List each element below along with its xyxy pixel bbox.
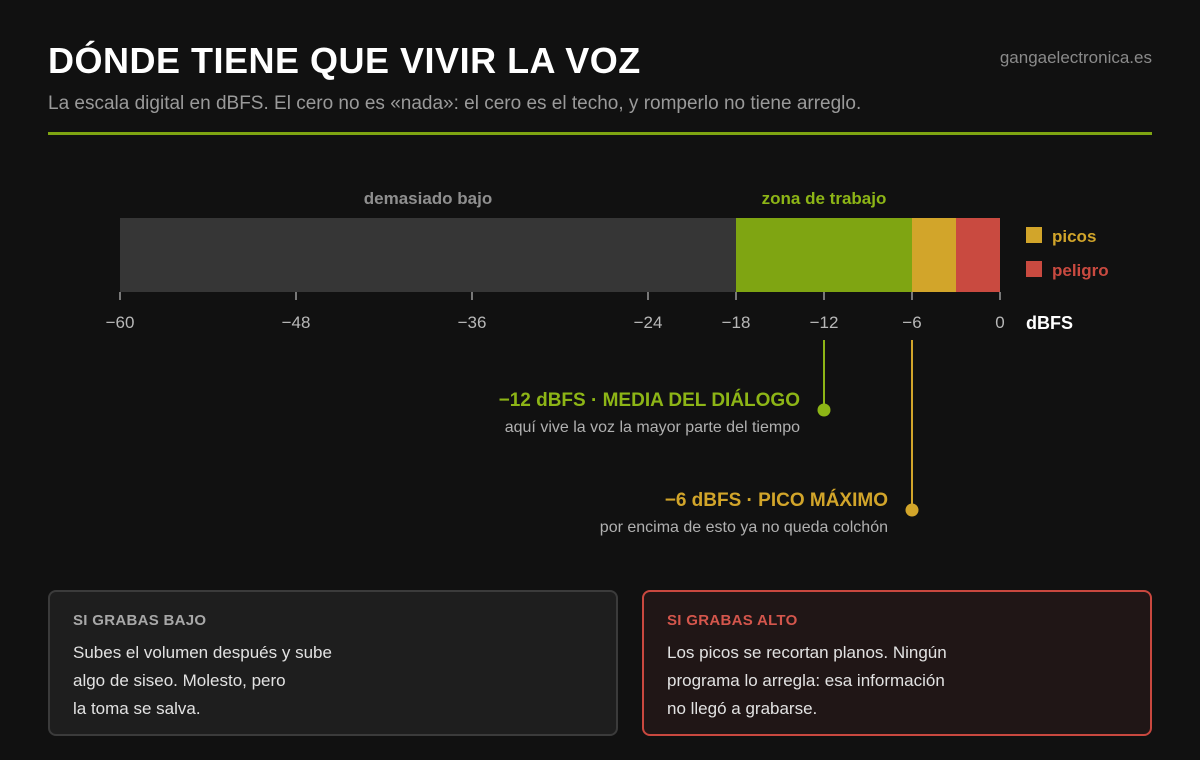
axis-unit-label: dBFS [1026,313,1073,333]
bar-segment-2 [912,218,956,292]
segment-label-1: zona de trabajo [762,189,887,208]
page-title: DÓNDE TIENE QUE VIVIR LA VOZ [48,40,641,81]
annotation-text-1: por encima de esto ya no queda colchón [600,519,888,536]
legend-label-picos: picos [1052,227,1096,246]
page-subtitle: La escala digital en dBFS. El cero no es… [48,93,862,114]
segment-label-0: demasiado bajo [364,189,492,208]
record-low-text: Subes el volumen después y sube algo de … [73,643,332,718]
legend-swatch-picos [1026,227,1042,243]
annotation-title-0: −12 dBFS · MEDIA DEL DIÁLOGO [499,389,800,411]
annotation-title-1: −6 dBFS · PICO MÁXIMO [665,489,888,511]
dbfs-scale-chart: demasiado bajo zona de trabajo−60 −48 −36 −2… [106,189,1109,536]
axis-tick-label-5: −12 [810,313,839,332]
site-credit: gangaelectronica.es [999,48,1152,67]
bar-segment-0 [120,218,736,292]
legend-label-peligro: peligro [1052,261,1109,280]
axis-tick-label-3: −24 [634,313,663,332]
annotation-dot-0 [817,403,831,417]
axis-tick-label-2: −36 [458,313,487,332]
record-high-text: Los picos se recortan planos. Ningún pro… [667,643,947,718]
axis-tick-label-0: −60 [106,313,135,332]
axis-tick-label-7: 0 [995,313,1004,332]
axis-tick-label-4: −18 [722,313,751,332]
record-low-card: SI GRABAS BAJO Subes el volumen después … [48,590,618,736]
record-high-card: SI GRABAS ALTO Los picos se recortan pla… [642,590,1152,736]
annotation-dot-1 [905,503,919,517]
record-high-heading: SI GRABAS ALTO [667,612,798,629]
title-divider [48,132,1152,135]
legend-swatch-peligro [1026,261,1042,277]
bar-segment-3 [956,218,1000,292]
axis-tick-label-6: −6 [902,313,921,332]
annotation-text-0: aquí vive la voz la mayor parte del tiem… [505,419,800,436]
bar-segment-1 [736,218,912,292]
record-low-heading: SI GRABAS BAJO [73,612,207,629]
axis-tick-label-1: −48 [282,313,311,332]
